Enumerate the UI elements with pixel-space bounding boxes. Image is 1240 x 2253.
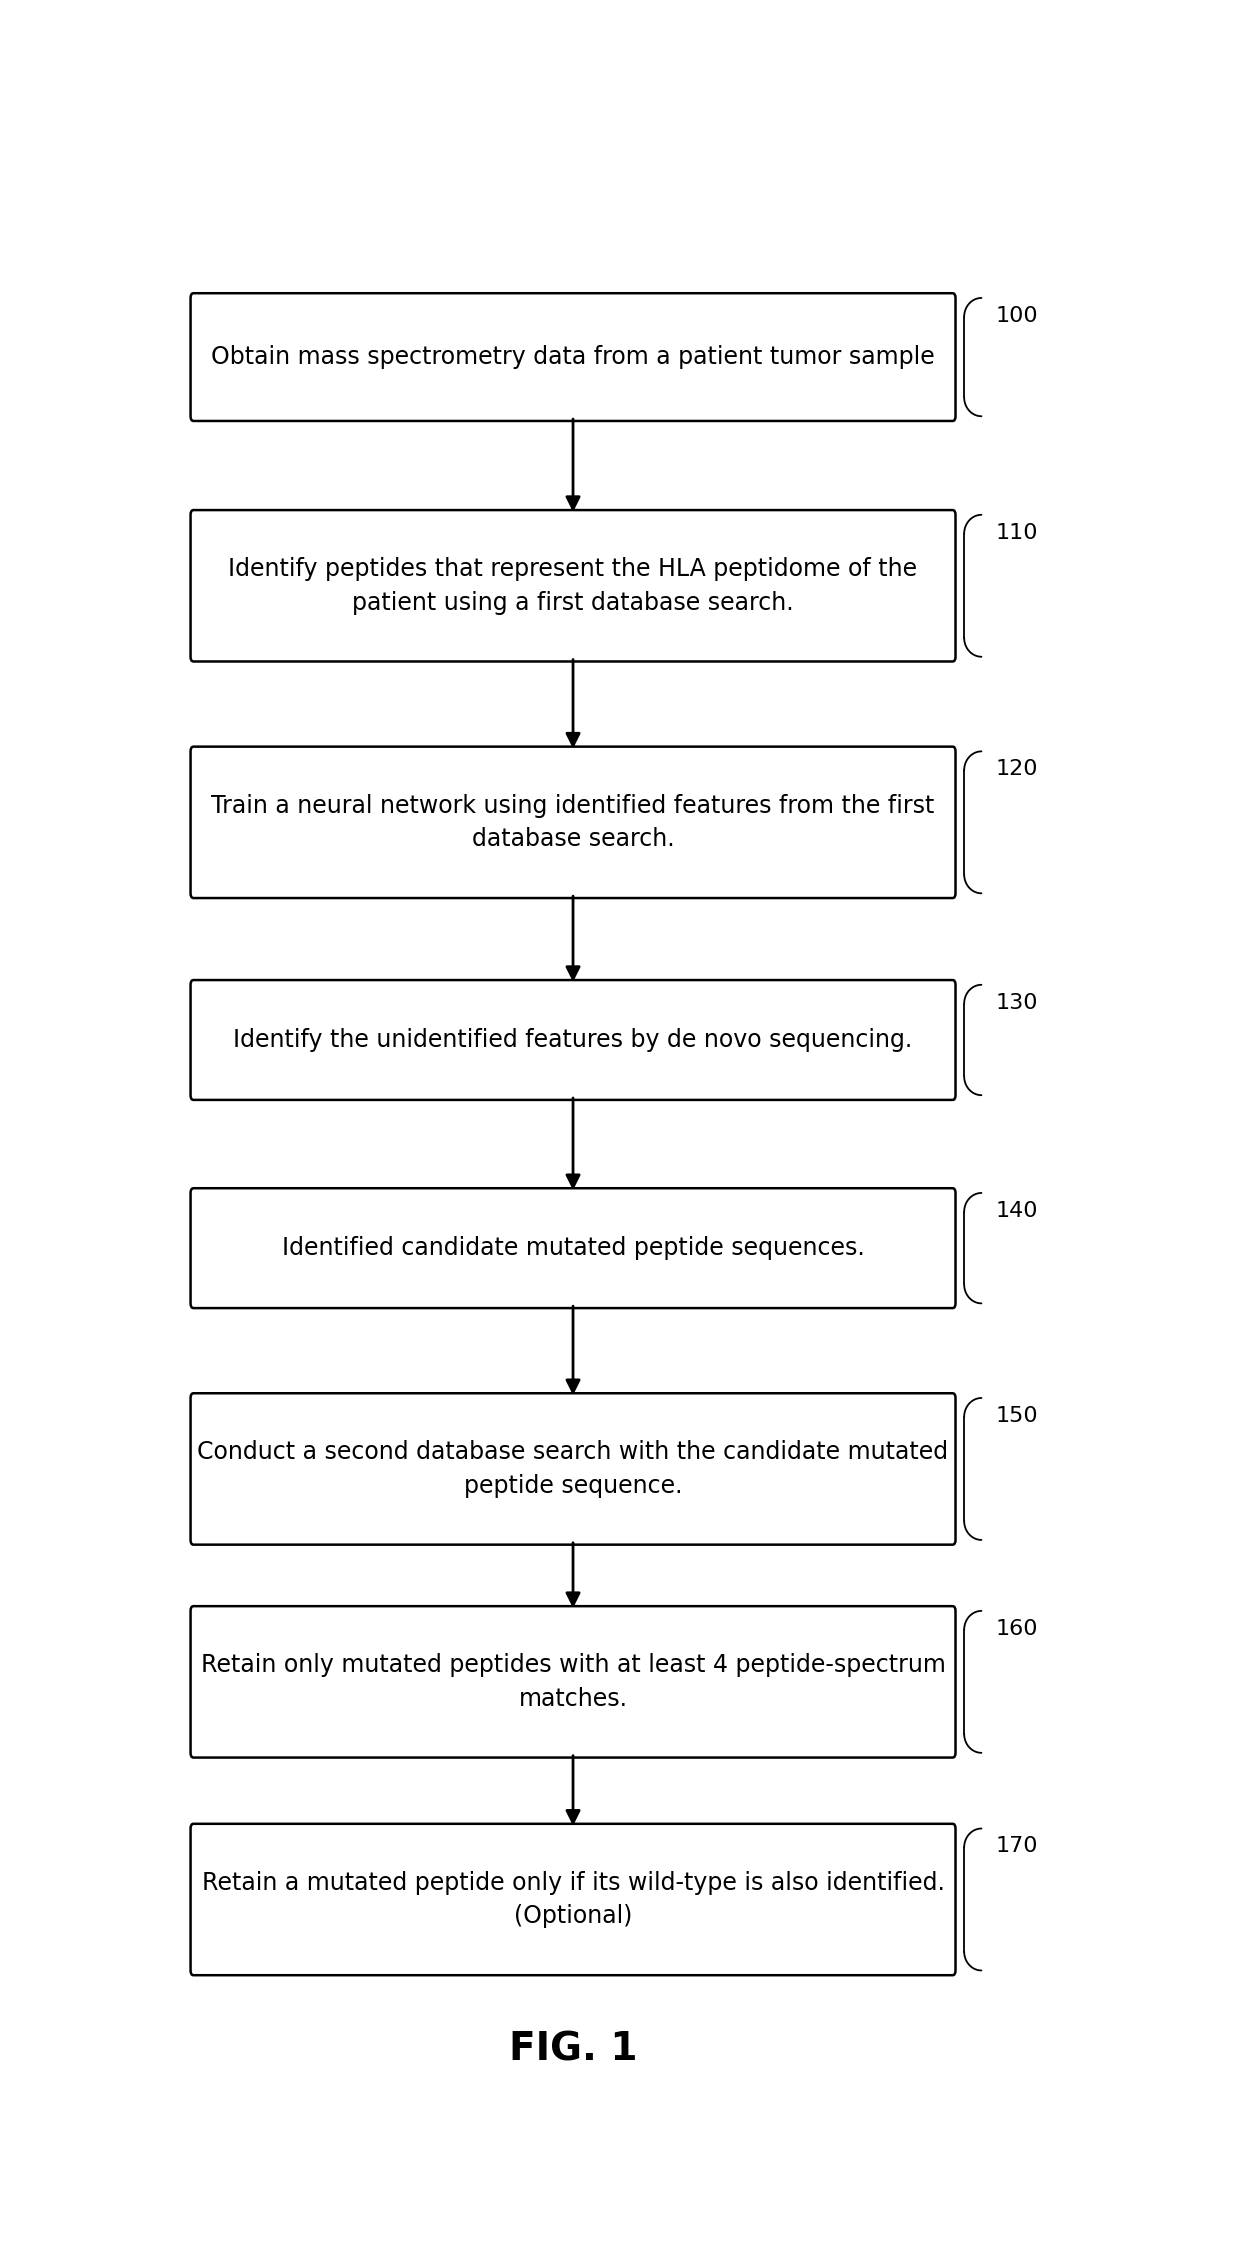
Text: Conduct a second database search with the candidate mutated
peptide sequence.: Conduct a second database search with th… xyxy=(197,1440,949,1498)
Text: FIG. 1: FIG. 1 xyxy=(508,2030,637,2068)
FancyBboxPatch shape xyxy=(191,293,956,421)
Text: 170: 170 xyxy=(996,1836,1038,1856)
Text: Identify peptides that represent the HLA peptidome of the
patient using a first : Identify peptides that represent the HLA… xyxy=(228,556,918,615)
Text: Retain a mutated peptide only if its wild-type is also identified.
(Optional): Retain a mutated peptide only if its wil… xyxy=(202,1870,945,1929)
Text: 140: 140 xyxy=(996,1201,1038,1221)
FancyBboxPatch shape xyxy=(191,1187,956,1309)
Text: Train a neural network using identified features from the first
database search.: Train a neural network using identified … xyxy=(211,793,935,852)
Text: Identified candidate mutated peptide sequences.: Identified candidate mutated peptide seq… xyxy=(281,1237,864,1259)
FancyBboxPatch shape xyxy=(191,980,956,1099)
Text: 150: 150 xyxy=(996,1406,1039,1426)
Text: Retain only mutated peptides with at least 4 peptide-spectrum
matches.: Retain only mutated peptides with at lea… xyxy=(201,1654,945,1710)
FancyBboxPatch shape xyxy=(191,746,956,899)
Text: 130: 130 xyxy=(996,994,1038,1012)
Text: 120: 120 xyxy=(996,759,1038,780)
Text: 110: 110 xyxy=(996,523,1038,543)
Text: 160: 160 xyxy=(996,1618,1038,1638)
FancyBboxPatch shape xyxy=(191,1825,956,1976)
Text: 100: 100 xyxy=(996,306,1039,327)
FancyBboxPatch shape xyxy=(191,1606,956,1757)
Text: Identify the unidentified features by de novo sequencing.: Identify the unidentified features by de… xyxy=(233,1027,913,1052)
Text: Obtain mass spectrometry data from a patient tumor sample: Obtain mass spectrometry data from a pat… xyxy=(211,345,935,369)
FancyBboxPatch shape xyxy=(191,1392,956,1546)
FancyBboxPatch shape xyxy=(191,509,956,662)
